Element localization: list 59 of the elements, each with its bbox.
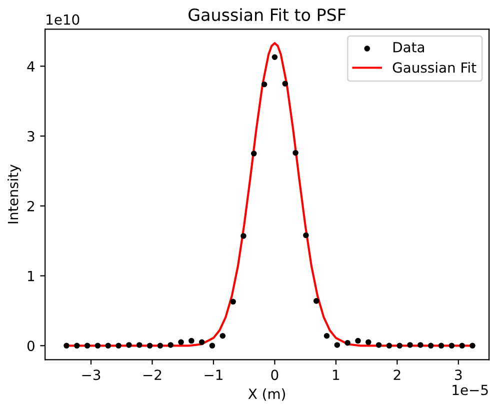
x-tick-label: 1 bbox=[333, 370, 340, 380]
point bbox=[74, 342, 80, 349]
x-tick-label: 0 bbox=[271, 370, 278, 380]
text: 1e10 bbox=[46, 14, 80, 25]
point bbox=[418, 342, 424, 348]
point bbox=[292, 150, 298, 156]
y-tick-label: 3 bbox=[28, 131, 34, 142]
chart-title: Gaussian Fit to PSF bbox=[188, 8, 346, 22]
point bbox=[261, 81, 268, 88]
x-tick-label: −3 bbox=[82, 370, 100, 380]
y-tick-label: 0 bbox=[27, 340, 34, 352]
point bbox=[407, 342, 413, 348]
point bbox=[470, 342, 476, 349]
point bbox=[448, 342, 455, 349]
point bbox=[188, 338, 194, 344]
point bbox=[355, 338, 361, 344]
x-tick-label: −1 bbox=[204, 370, 222, 380]
point bbox=[396, 342, 403, 349]
point bbox=[230, 298, 236, 305]
x-tick-label: 3 bbox=[455, 370, 462, 380]
point bbox=[126, 342, 132, 348]
point bbox=[178, 339, 184, 346]
legend-label: Gaussian Fit bbox=[392, 62, 476, 73]
point bbox=[438, 342, 444, 349]
x-tick-label: 2 bbox=[394, 370, 400, 380]
point bbox=[344, 340, 350, 346]
point bbox=[209, 342, 216, 349]
point bbox=[116, 342, 122, 349]
point bbox=[220, 332, 226, 339]
text: 1e−5 bbox=[452, 384, 488, 396]
point bbox=[105, 342, 112, 349]
point bbox=[146, 342, 153, 349]
point bbox=[324, 332, 330, 339]
y-tick-label: 2 bbox=[28, 200, 34, 212]
point bbox=[168, 342, 174, 348]
point bbox=[282, 80, 288, 87]
x-axis-title: X (m) bbox=[248, 388, 286, 401]
point bbox=[198, 339, 205, 346]
point bbox=[64, 342, 70, 349]
point bbox=[303, 232, 309, 238]
point bbox=[272, 54, 278, 60]
point bbox=[428, 342, 434, 349]
y-axis-title: Intensity bbox=[8, 164, 21, 224]
point bbox=[313, 298, 320, 304]
point bbox=[334, 342, 340, 348]
point bbox=[84, 342, 90, 349]
point bbox=[459, 342, 465, 349]
point bbox=[376, 342, 382, 348]
legend-label: Data bbox=[393, 42, 424, 52]
y-tick-label: 4 bbox=[27, 61, 35, 72]
x-tick-label: −2 bbox=[143, 370, 162, 380]
y-tick-label: 1 bbox=[28, 270, 34, 282]
point bbox=[386, 342, 392, 349]
point bbox=[240, 233, 246, 239]
point bbox=[250, 150, 257, 156]
point bbox=[94, 342, 101, 349]
point bbox=[366, 339, 372, 346]
point bbox=[136, 342, 142, 348]
point bbox=[157, 342, 164, 349]
